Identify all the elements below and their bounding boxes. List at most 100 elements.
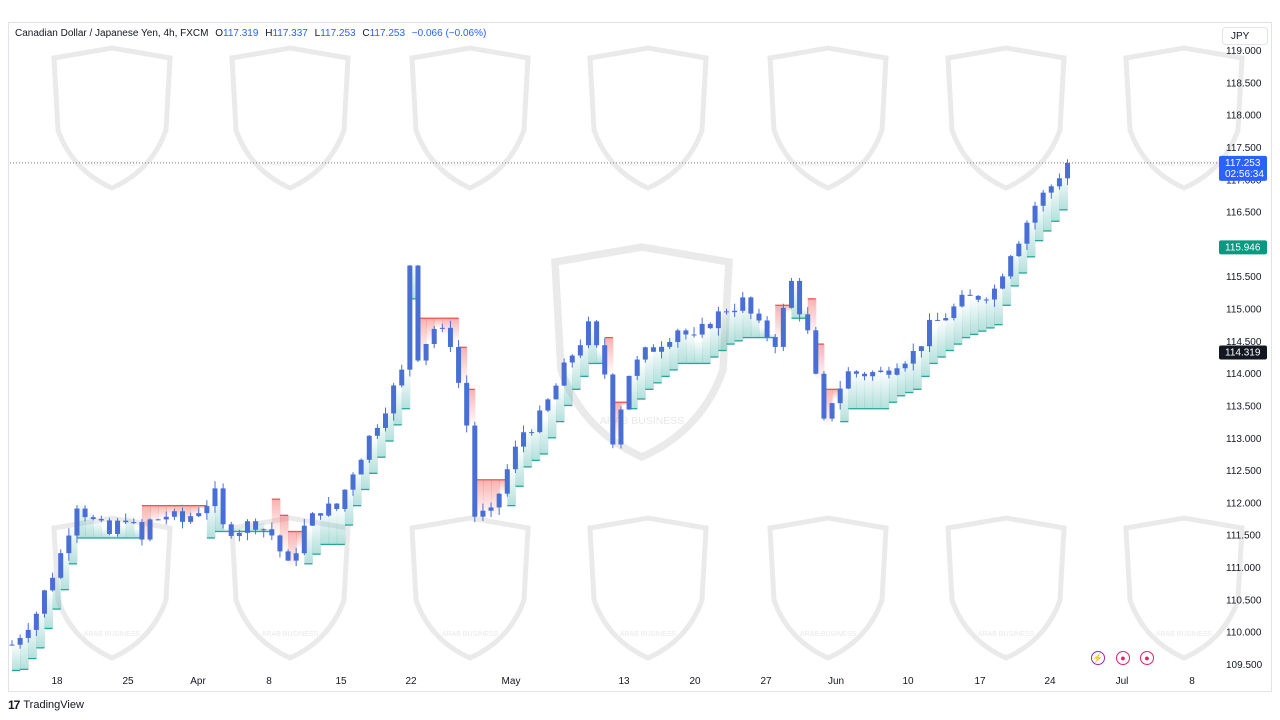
stop-band-segment <box>174 505 184 519</box>
candle-body <box>106 520 112 534</box>
candle-body <box>277 535 283 552</box>
candle-body <box>983 299 989 301</box>
candle-body <box>472 425 478 517</box>
record-icon[interactable]: ● <box>1116 651 1130 665</box>
candle-body <box>244 521 250 533</box>
stop-band-segment <box>271 499 281 535</box>
stop-band-segment <box>937 321 947 357</box>
stop-band-segment <box>783 305 792 312</box>
x-tick-label: 10 <box>902 676 914 687</box>
stop-band-segment <box>12 644 21 671</box>
candle-body <box>659 346 665 352</box>
candle-body <box>853 371 859 374</box>
candle-body <box>382 413 388 428</box>
candle-body <box>675 330 681 342</box>
candle-body <box>569 355 575 363</box>
candle-body <box>642 347 648 360</box>
stop-band-segment <box>523 431 533 467</box>
y-tick-label: 114.500 <box>1226 337 1262 348</box>
candle-body <box>634 359 640 376</box>
candle-body <box>837 388 843 404</box>
stop-band-segment <box>255 521 265 532</box>
candle-body <box>399 369 405 386</box>
candle-body <box>788 280 794 308</box>
stop-band-segment <box>206 502 216 538</box>
stop-band-segment <box>1026 221 1036 257</box>
candle-body <box>732 310 738 313</box>
candle-body <box>902 363 908 369</box>
stop-band-segment <box>742 302 752 338</box>
candle-body <box>699 323 705 335</box>
symbol-legend: Canadian Dollar / Japanese Yen, 4h, FXCM… <box>15 28 490 39</box>
watermark-shield-icon: ARAB BUSINESS <box>767 45 889 191</box>
stop-band-segment <box>231 528 240 532</box>
open-label: O <box>215 28 224 39</box>
stop-band-segment <box>856 373 866 409</box>
watermark-shield-icon: ARAB BUSINESS <box>229 45 351 191</box>
candle-body <box>512 446 518 470</box>
stop-band-segment <box>247 525 257 532</box>
stop-band-segment <box>458 347 468 383</box>
candle-series <box>9 159 1071 649</box>
candle-body <box>415 265 421 361</box>
candle-body <box>1000 276 1006 289</box>
stop-band-segment <box>1018 237 1028 273</box>
candle-body <box>41 590 47 614</box>
currency-button[interactable]: JPY <box>1222 27 1268 45</box>
candle-body <box>350 474 356 490</box>
candle-body <box>261 529 267 531</box>
candle-body <box>935 319 941 321</box>
footer-brand[interactable]: 17 TradingView <box>8 698 84 712</box>
stop-band-segment <box>60 554 70 590</box>
candle-body <box>959 294 965 307</box>
lightning-icon[interactable]: ⚡ <box>1091 651 1105 665</box>
stop-band-segment <box>572 353 581 390</box>
y-tick-label: 118.000 <box>1226 111 1262 122</box>
candle-body <box>309 513 315 526</box>
stop-band-segment <box>353 470 362 506</box>
x-tick-label: 8 <box>1189 676 1195 687</box>
stop-band-segment <box>409 263 419 299</box>
stop-band-segment <box>669 334 679 370</box>
last-price-badge-text: 117.253 <box>1225 158 1261 169</box>
watermark-shield-icon: ARAB BUSINESS <box>1123 515 1245 661</box>
y-tick-label: 111.000 <box>1226 563 1261 574</box>
candle-body <box>610 374 616 445</box>
stop-band-segment <box>848 373 857 409</box>
stop-band-segment <box>393 389 403 425</box>
candle-body <box>878 370 884 373</box>
x-tick-label: Jun <box>828 676 844 687</box>
stop-band-segment <box>491 479 500 516</box>
stop-band-segment <box>1035 205 1044 241</box>
stop-band-segment <box>832 389 841 400</box>
stop-band-segment <box>158 505 167 519</box>
stop-band-segment <box>994 289 1004 325</box>
x-tick-label: 20 <box>689 676 701 687</box>
stop-band-segment <box>125 515 135 538</box>
candle-body <box>650 347 656 352</box>
x-tick-label: 27 <box>760 676 772 687</box>
stop-band-segment <box>223 528 232 532</box>
high-label: H <box>265 28 273 39</box>
stop-band-segment <box>1051 185 1060 222</box>
stop-band-segment <box>263 528 273 532</box>
stop-band-segment <box>239 528 248 532</box>
candle-body <box>780 307 786 347</box>
candle-body <box>918 346 924 352</box>
candle-body <box>269 529 275 536</box>
stop-band-segment <box>758 327 768 338</box>
candle-body <box>797 280 803 315</box>
candle-body <box>163 516 169 520</box>
record-icon-2[interactable]: ● <box>1140 651 1154 665</box>
candle-body <box>561 362 567 386</box>
candle-body <box>943 318 949 321</box>
stop-band-segment <box>1010 250 1020 286</box>
candle-body <box>236 532 242 536</box>
stop-band-segment <box>970 298 979 335</box>
candle-body <box>374 427 380 436</box>
stop-band-segment <box>694 340 703 364</box>
candle-body <box>577 345 583 356</box>
candle-body <box>951 306 957 319</box>
